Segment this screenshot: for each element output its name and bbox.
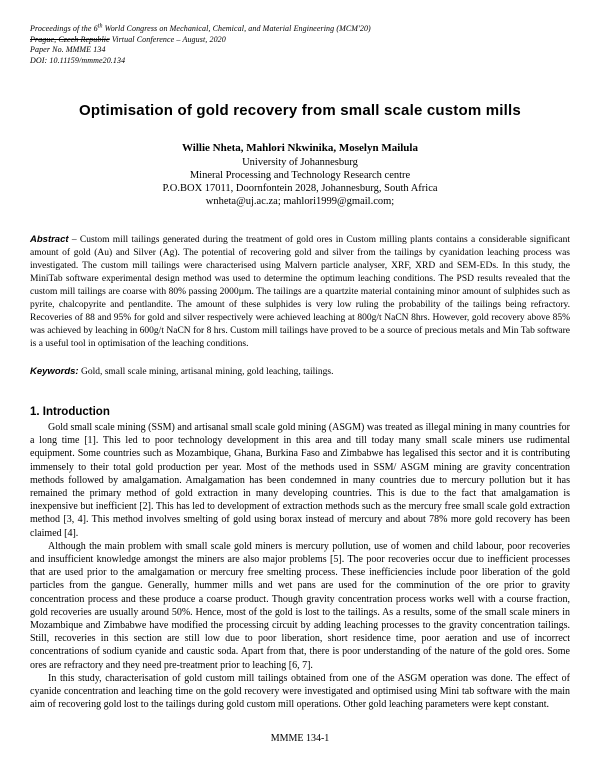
affiliation-emails: wnheta@uj.ac.za; mahlori1999@gmail.com; bbox=[205, 196, 395, 207]
keywords-label: Keywords: bbox=[30, 366, 79, 377]
affiliation-address: P.O.BOX 17011, Doornfontein 2028, Johann… bbox=[162, 183, 438, 194]
introduction-paragraph-2: Although the main problem with small sca… bbox=[30, 540, 570, 671]
affiliation-department: Mineral Processing and Technology Resear… bbox=[189, 170, 411, 181]
proceedings-text-pre: Proceedings of the 6 bbox=[30, 24, 98, 33]
proceedings-line: Proceedings of the 6th World Congress on… bbox=[30, 23, 570, 35]
struck-location-text: Prague, Czech Republic bbox=[30, 34, 110, 44]
ordinal-superscript: th bbox=[97, 23, 103, 30]
abstract-label: Abstract bbox=[30, 234, 69, 245]
paper-number-line: Paper No. MMME 134 bbox=[30, 45, 106, 54]
authors-line: Willie Nheta, Mahlori Nkwinika, Moselyn … bbox=[181, 142, 418, 154]
conference-text: Virtual Conference – August, 2020 bbox=[109, 34, 226, 44]
paper-title: Optimisation of gold recovery from small… bbox=[79, 102, 521, 119]
keywords-paragraph: Keywords: Gold, small scale mining, arti… bbox=[30, 365, 570, 379]
introduction-paragraph-1: Gold small scale mining (SSM) and artisa… bbox=[30, 422, 570, 539]
abstract-paragraph: Abstract – Custom mill tailings generate… bbox=[30, 233, 570, 351]
section-heading-introduction: 1. Introduction bbox=[30, 406, 110, 418]
page-number: MMME 134-1 bbox=[270, 733, 330, 744]
proceedings-header: Proceedings of the 6th World Congress on… bbox=[30, 23, 570, 66]
affiliation-block: University of Johannesburg Mineral Proce… bbox=[30, 156, 570, 208]
introduction-paragraph-3: In this study, characterisation of gold … bbox=[30, 672, 570, 711]
conference-line: Prague, Czech Republic Virtual Conferenc… bbox=[30, 35, 570, 46]
abstract-text: – Custom mill tailings generated during … bbox=[30, 235, 570, 349]
affiliation-university: University of Johannesburg bbox=[242, 157, 358, 168]
proceedings-text-post: World Congress on Mechanical, Chemical, … bbox=[102, 24, 371, 33]
doi-line: DOI: 10.11159/mmme20.134 bbox=[30, 55, 126, 65]
keywords-text: Gold, small scale mining, artisanal mini… bbox=[78, 367, 334, 377]
